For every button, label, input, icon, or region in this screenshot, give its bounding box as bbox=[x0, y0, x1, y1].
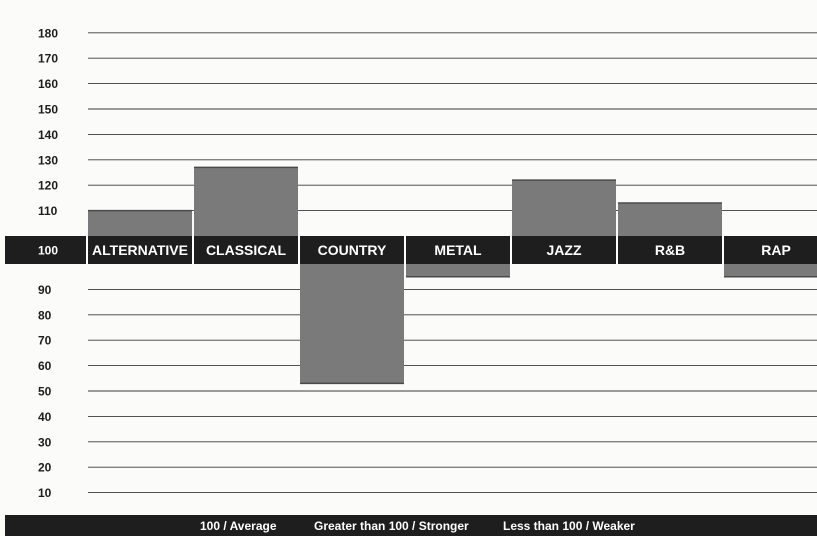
y-tick-label: 90 bbox=[38, 283, 52, 297]
y-tick-label: 40 bbox=[38, 410, 52, 424]
category-label: RAP bbox=[761, 242, 791, 258]
y-tick-label: 150 bbox=[38, 103, 58, 117]
category-label: JAZZ bbox=[547, 242, 582, 258]
y-tick-label: 50 bbox=[38, 385, 52, 399]
legend-item-weaker: Less than 100 / Weaker bbox=[503, 519, 635, 533]
y-tick-label: 10 bbox=[38, 486, 52, 500]
bar-rap bbox=[724, 263, 817, 277]
bars bbox=[88, 166, 817, 385]
bar-alternative bbox=[88, 210, 192, 237]
bar-country bbox=[300, 263, 404, 384]
category-labels: ALTERNATIVE CLASSICAL COUNTRY METAL JAZZ R&B R… bbox=[92, 242, 791, 258]
gridlines bbox=[88, 32, 817, 494]
baseline-tick-label: 100 bbox=[38, 244, 58, 258]
y-tick-label: 140 bbox=[38, 128, 58, 142]
legend-item-stronger: Greater than 100 / Stronger bbox=[314, 519, 469, 533]
y-tick-label: 30 bbox=[38, 435, 52, 449]
category-label: CLASSICAL bbox=[206, 242, 287, 258]
y-tick-label: 160 bbox=[38, 77, 58, 91]
y-tick-label: 120 bbox=[38, 179, 58, 193]
bar-classical bbox=[194, 167, 298, 237]
legend-band bbox=[5, 515, 817, 536]
y-tick-label: 180 bbox=[38, 26, 58, 40]
y-tick-label: 80 bbox=[38, 308, 52, 322]
y-tick-label: 170 bbox=[38, 52, 58, 66]
category-label: METAL bbox=[434, 242, 482, 258]
bar-metal bbox=[406, 263, 510, 277]
category-separators bbox=[86, 236, 724, 264]
y-axis-tick-labels: 180 170 160 150 140 130 120 110 90 80 70 60 50 40 30 20… bbox=[38, 26, 58, 500]
category-label: R&B bbox=[655, 242, 685, 258]
baseline-band bbox=[5, 236, 817, 264]
legend-item-average: 100 / Average bbox=[200, 519, 277, 533]
bar-jazz bbox=[512, 180, 616, 237]
bar-r-b bbox=[618, 202, 722, 237]
y-tick-label: 110 bbox=[38, 204, 58, 218]
y-tick-label: 60 bbox=[38, 359, 52, 373]
category-label: ALTERNATIVE bbox=[92, 242, 188, 258]
y-tick-label: 20 bbox=[38, 461, 52, 475]
y-tick-label: 130 bbox=[38, 153, 58, 167]
legend: 100 / Average Greater than 100 / Stronge… bbox=[200, 519, 635, 533]
category-label: COUNTRY bbox=[318, 242, 387, 258]
y-tick-label: 70 bbox=[38, 334, 52, 348]
